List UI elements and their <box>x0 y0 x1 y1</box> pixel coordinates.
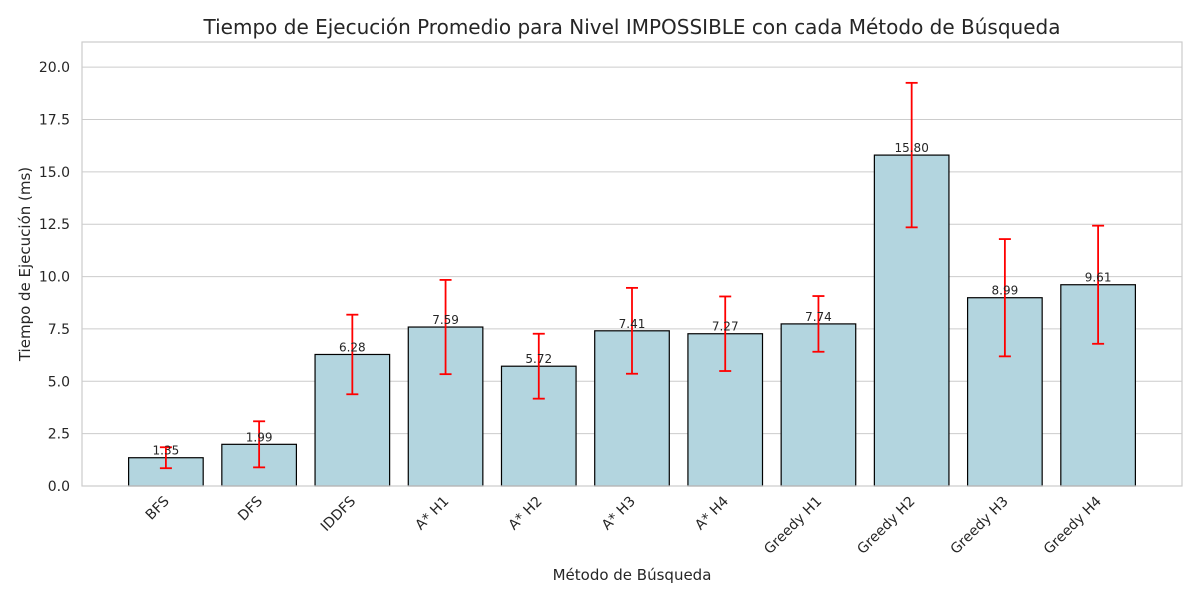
x-tick-label: Greedy H4 <box>1041 493 1105 557</box>
error-bars <box>159 81 1105 470</box>
y-tick-label: 12.5 <box>39 217 70 233</box>
y-tick-label: 5.0 <box>48 374 70 390</box>
chart-title: Tiempo de Ejecución Promedio para Nivel … <box>203 15 1061 39</box>
x-tick-label: A* H2 <box>506 494 546 534</box>
y-tick-labels: 0.0 2.5 5.0 7.5 10.0 12.5 15.0 17.5 20.0 <box>39 60 70 495</box>
data-label: 7.27 <box>712 320 739 334</box>
y-tick-label: 7.5 <box>48 322 70 338</box>
data-labels: 1.35 1.99 6.28 7.59 5.72 7.41 7.27 7.74 15.80 8.9… <box>153 141 1112 458</box>
y-tick-label: 15.0 <box>39 165 70 181</box>
data-label: 5.72 <box>525 352 552 366</box>
error-bar <box>719 295 732 372</box>
error-bar <box>253 420 266 469</box>
gridlines <box>82 66 1182 487</box>
data-label: 7.41 <box>619 317 646 331</box>
error-bar <box>346 313 359 396</box>
y-tick-label: 10.0 <box>39 270 70 286</box>
x-tick-label: A* H4 <box>692 493 732 533</box>
x-tick-label: BFS <box>143 493 173 523</box>
y-tick-label: 0.0 <box>48 479 70 495</box>
plot-frame <box>81 41 1183 487</box>
x-tick-label: A* H3 <box>599 494 639 534</box>
x-tick-label: A* H1 <box>412 494 452 534</box>
data-label: 15.80 <box>894 141 928 155</box>
error-bar <box>159 446 172 470</box>
y-axis-label: Tiempo de Ejecución (ms) <box>16 167 34 362</box>
error-bar <box>439 279 452 376</box>
data-label: 7.59 <box>432 313 459 327</box>
x-tick-labels: BFS DFS IDDFS A* H1 A* H2 A* H3 A* H4 Greedy H1… <box>143 493 1105 557</box>
error-bar <box>626 286 638 375</box>
data-label: 1.35 <box>153 444 180 458</box>
data-label: 7.74 <box>805 310 832 324</box>
y-tick-label: 2.5 <box>48 427 70 443</box>
x-axis-label: Método de Búsqueda <box>553 566 712 584</box>
x-tick-label: Greedy H1 <box>761 494 825 558</box>
error-bar <box>998 238 1011 358</box>
y-tick-label: 17.5 <box>39 112 70 128</box>
error-bar <box>905 81 918 229</box>
error-bar <box>532 332 545 400</box>
x-tick-label: IDDFS <box>318 493 359 534</box>
data-label: 6.28 <box>339 340 366 354</box>
data-label: 8.99 <box>992 284 1019 298</box>
y-tick-label: 20.0 <box>39 60 70 76</box>
x-tick-label: Greedy H3 <box>948 494 1012 558</box>
data-label: 1.99 <box>246 430 273 444</box>
error-bar <box>1092 224 1105 345</box>
data-label: 9.61 <box>1085 271 1112 285</box>
error-bar <box>812 295 825 353</box>
x-tick-label: Greedy H2 <box>854 494 918 558</box>
x-tick-label: DFS <box>235 493 266 524</box>
